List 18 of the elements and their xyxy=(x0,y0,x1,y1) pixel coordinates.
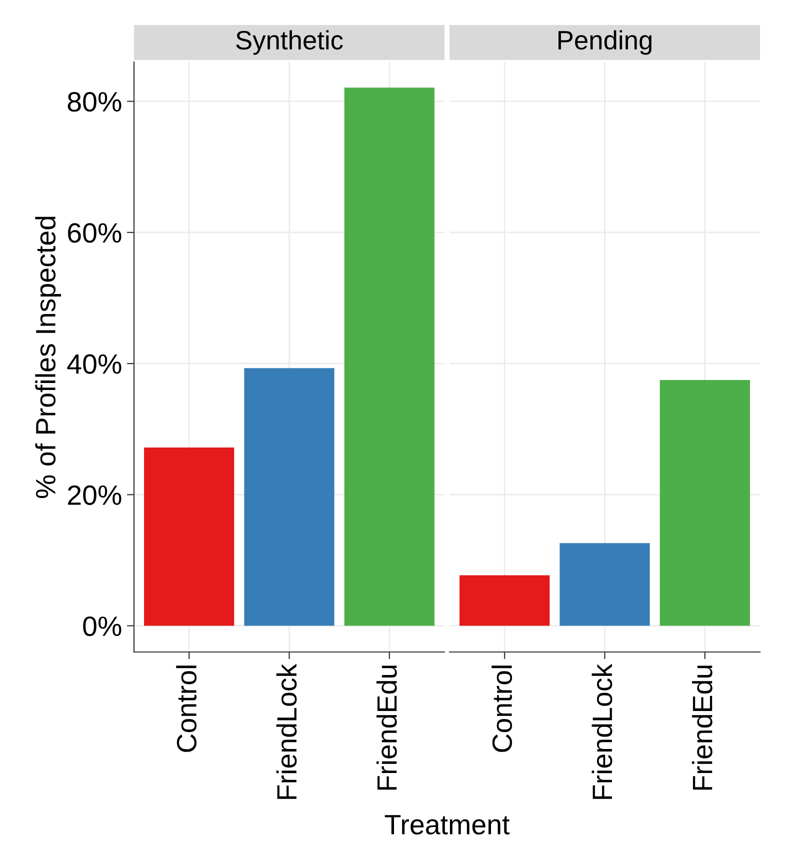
chart-title: Pending xyxy=(558,30,652,55)
x-tick-label: Control xyxy=(492,666,512,752)
x-tick-label: FriendEdu xyxy=(692,666,712,790)
bar xyxy=(244,368,334,626)
y-tick-label: 0% xyxy=(83,616,122,636)
x-tick-label: FriendLock xyxy=(592,664,612,799)
y-tick-label: 20% xyxy=(68,485,122,506)
x-tick-label: FriendLock xyxy=(276,664,297,799)
x-tick-label: Control xyxy=(176,666,197,752)
x-tick-label: FriendEdu xyxy=(376,666,397,790)
y-tick-label: 80% xyxy=(68,92,122,112)
chart-title: Synthetic xyxy=(236,30,343,55)
bar xyxy=(344,88,434,626)
x-axis-title: Treatment xyxy=(384,815,510,835)
y-tick-label: 40% xyxy=(67,354,122,374)
y-axis-title: % of Profiles Inspected xyxy=(35,216,62,498)
bar xyxy=(144,447,234,626)
y-tick-label: 60% xyxy=(68,223,122,243)
